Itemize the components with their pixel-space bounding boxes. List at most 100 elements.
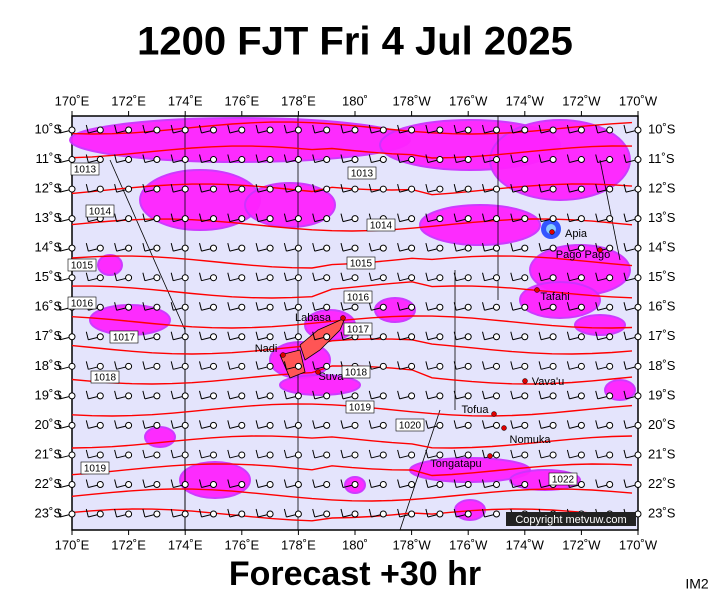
wind-station — [125, 126, 133, 134]
wind-station — [68, 362, 76, 370]
wind-barb — [397, 183, 401, 193]
wind-station — [68, 421, 76, 429]
wind-station — [408, 126, 416, 134]
wind-station — [436, 392, 444, 400]
wind-station — [521, 333, 529, 341]
wind-station — [351, 510, 359, 518]
wind-station — [96, 156, 104, 164]
wind-barb — [85, 183, 89, 193]
wind-station — [125, 451, 133, 459]
wind-station — [606, 303, 614, 311]
wind-station — [379, 451, 387, 459]
lat-label: 19˚S — [648, 387, 676, 402]
wind-barb — [595, 361, 599, 370]
wind-station — [549, 303, 557, 311]
wind-barb — [312, 331, 316, 340]
wind-station — [408, 185, 416, 193]
wind-station — [379, 421, 387, 429]
lat-label: 23˚S — [35, 505, 63, 520]
wind-barb — [566, 302, 570, 311]
wind-station — [606, 333, 614, 341]
wind-station — [96, 274, 104, 282]
wind-barb — [482, 302, 485, 311]
wind-station — [549, 244, 557, 252]
wind-station — [436, 421, 444, 429]
isobar-label-box — [548, 472, 578, 486]
wind-barb — [283, 124, 287, 134]
place-name: Nadi — [255, 343, 278, 355]
lat-label: 18˚S — [35, 358, 63, 373]
isobar-label-box — [395, 418, 425, 432]
wind-station — [294, 333, 302, 341]
lat-label: 20˚S — [648, 417, 676, 432]
place-marker — [491, 411, 497, 417]
lon-label: 172˚W — [562, 93, 601, 108]
wind-station — [408, 156, 416, 164]
wind-station — [379, 185, 387, 193]
wind-station — [266, 480, 274, 488]
isobar-label-box — [67, 258, 97, 272]
wind-barb — [566, 331, 570, 340]
wind-station — [634, 156, 642, 164]
wind-barb — [566, 154, 570, 163]
wind-barb — [482, 154, 485, 163]
wind-station — [634, 244, 642, 252]
wind-barb — [85, 124, 89, 134]
wind-barb — [57, 390, 61, 399]
lat-label: 17˚S — [35, 328, 63, 343]
lat-label: 15˚S — [648, 269, 676, 284]
wind-station — [238, 333, 246, 341]
wind-barb — [595, 183, 599, 193]
wind-station — [493, 362, 500, 370]
wind-barb — [255, 508, 259, 518]
wind-barb — [623, 449, 627, 459]
wind-barb — [199, 272, 202, 281]
wind-barb — [482, 479, 485, 488]
wind-barb — [595, 124, 599, 134]
wind-barb — [142, 124, 146, 134]
lon-label: 172˚E — [111, 93, 146, 108]
lat-label: 10˚S — [648, 121, 676, 136]
wind-station — [606, 126, 614, 134]
wind-barb — [482, 213, 485, 222]
wind-station — [436, 185, 444, 193]
lat-label: 14˚S — [35, 240, 63, 255]
place-name: Apia — [565, 228, 588, 240]
wind-station — [493, 392, 500, 400]
isobar-label-box — [85, 204, 115, 218]
wind-barb — [170, 508, 174, 518]
wind-station — [577, 244, 585, 252]
wind-barb — [57, 213, 61, 222]
wind-barb — [595, 479, 599, 488]
wind-barb — [312, 154, 316, 163]
wind-barb — [142, 420, 146, 429]
wind-barb — [283, 361, 287, 370]
wind-station — [493, 451, 500, 459]
wind-station — [408, 510, 416, 518]
wind-barb — [85, 361, 89, 370]
wind-station — [634, 215, 642, 223]
isobar — [71, 145, 633, 159]
wind-station — [125, 480, 133, 488]
place-name: Tongatapu — [430, 458, 481, 470]
wind-barb — [283, 213, 287, 222]
wind-barb — [312, 449, 316, 459]
wind-barb — [510, 361, 514, 370]
wind-station — [294, 392, 302, 400]
wind-station — [634, 392, 642, 400]
wind-station — [68, 333, 76, 341]
wind-station — [549, 185, 557, 193]
wind-station — [125, 392, 133, 400]
wind-station — [521, 274, 529, 282]
wind-station — [153, 303, 161, 311]
wind-barb — [85, 449, 89, 459]
wind-barb — [170, 272, 174, 281]
wind-barb — [453, 420, 457, 429]
wind-barb — [312, 361, 316, 370]
wind-station — [549, 215, 557, 223]
isobar — [71, 338, 633, 355]
lon-label: 178˚W — [392, 93, 431, 108]
wind-barb — [199, 213, 202, 222]
lat-label: 16˚S — [648, 299, 676, 314]
